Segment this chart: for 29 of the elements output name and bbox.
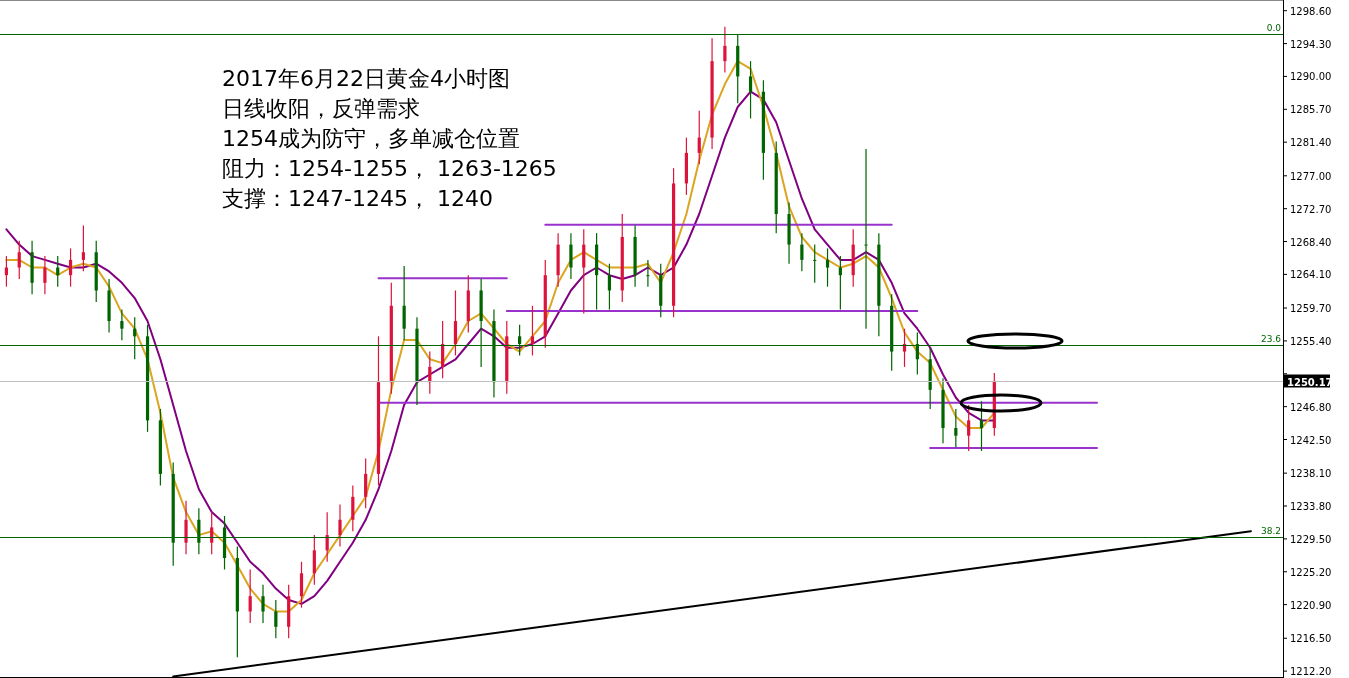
annotation: 23.6 [1260,334,1282,344]
y-tick-label: 1212.20 [1290,666,1332,678]
y-tick-label: 1259.70 [1290,303,1332,315]
text: 2017年6月22日黄金4小时图 [222,66,510,91]
y-tick-label: 1277.00 [1290,170,1332,182]
y-tick-label: 1294.30 [1290,38,1332,50]
y-tick-label: 1229.50 [1290,533,1332,545]
y-tick-label: 1268.40 [1290,236,1332,248]
y-tick-label: 1238.10 [1290,468,1332,480]
annotation: 阻力：1254-1255， 1263-1265 [222,156,557,181]
y-tick-label: 1272.70 [1290,203,1332,215]
y-tick-label: 1242.50 [1290,434,1332,446]
y-tick-label: 1290.00 [1290,71,1332,83]
ref-line-label: 1250.17 [1287,376,1333,388]
y-tick-label: 1298.60 [1290,5,1332,17]
annotation: 支撑：1247-1245， 1240 [222,186,493,211]
y-tick-label: 1246.80 [1290,401,1332,413]
y-tick-label: 1220.90 [1290,599,1332,611]
y-tick-label: 1281.40 [1290,137,1332,149]
y-tick-label: 1255.40 [1290,335,1332,347]
annotation: 1254成为防守，多单减仓位置 [222,126,520,151]
y-tick-label: 1285.70 [1290,104,1332,116]
y-tick-label: 1216.50 [1290,633,1332,645]
y-tick-label: 1225.20 [1290,566,1332,578]
annotation: 38.2 [1260,526,1281,536]
y-tick-label: 1233.80 [1290,501,1332,513]
y-tick-label: 1264.10 [1290,269,1332,281]
annotation: 日线收阳，反弹需求 [222,96,420,121]
annotation: 0.0 [1266,23,1282,33]
